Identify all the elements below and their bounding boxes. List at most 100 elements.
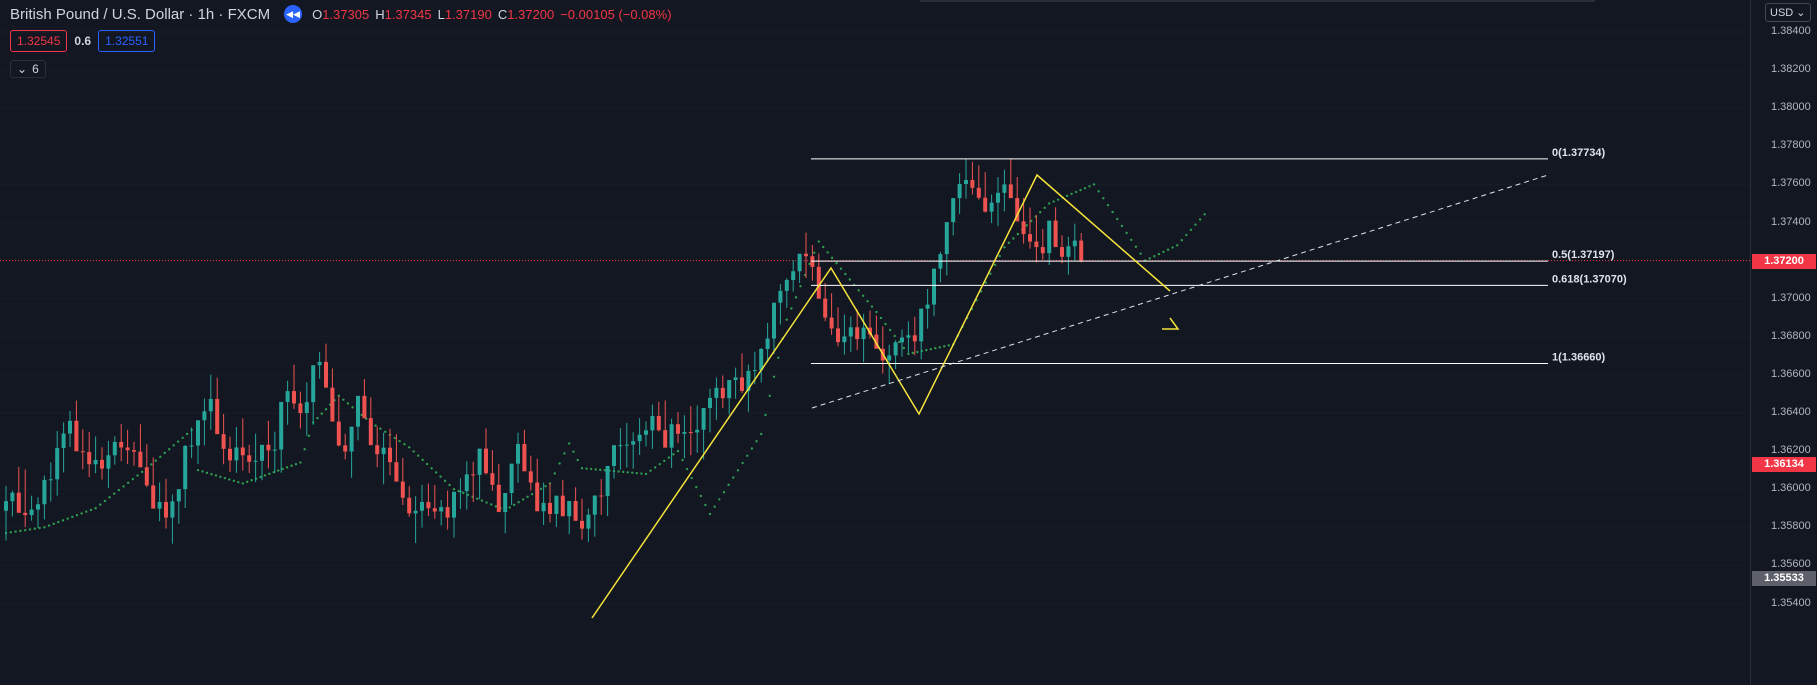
candle[interactable] <box>996 177 1000 227</box>
candle[interactable] <box>176 489 181 524</box>
candle[interactable] <box>957 173 962 214</box>
candle[interactable] <box>842 314 847 355</box>
candle[interactable] <box>836 307 840 347</box>
candle[interactable] <box>970 161 975 195</box>
candle[interactable] <box>925 288 930 329</box>
candle[interactable] <box>4 485 8 541</box>
candle[interactable] <box>330 368 335 422</box>
candle[interactable] <box>157 482 162 522</box>
candle[interactable] <box>740 353 744 393</box>
price-axis[interactable] <box>1750 0 1817 685</box>
candle[interactable] <box>509 463 514 506</box>
candle[interactable] <box>791 260 796 292</box>
candle[interactable] <box>1021 198 1026 244</box>
candle[interactable] <box>765 322 770 363</box>
candle[interactable] <box>548 483 552 523</box>
candle[interactable] <box>516 432 520 483</box>
candle[interactable] <box>816 253 821 299</box>
candle[interactable] <box>362 379 367 419</box>
candle[interactable] <box>477 448 482 500</box>
candle[interactable] <box>983 172 988 213</box>
candle[interactable] <box>324 343 328 388</box>
candle[interactable] <box>720 375 725 409</box>
candle[interactable] <box>432 485 437 519</box>
candle[interactable] <box>375 426 380 468</box>
candle[interactable] <box>208 374 213 430</box>
candle[interactable] <box>880 326 885 374</box>
candle[interactable] <box>663 400 668 448</box>
candle[interactable] <box>48 462 53 502</box>
candle[interactable] <box>119 424 124 462</box>
candle[interactable] <box>202 398 207 446</box>
candle[interactable] <box>682 415 687 459</box>
candle[interactable] <box>464 461 469 510</box>
candle[interactable] <box>125 429 130 465</box>
candle[interactable] <box>61 422 66 473</box>
candle[interactable] <box>317 351 322 379</box>
candle[interactable] <box>778 284 783 325</box>
candle[interactable] <box>189 427 194 459</box>
candle[interactable] <box>74 400 79 452</box>
candle[interactable] <box>989 194 994 224</box>
candle[interactable] <box>503 493 508 534</box>
candle[interactable] <box>23 469 28 528</box>
candle[interactable] <box>304 382 309 436</box>
candle[interactable] <box>260 444 264 481</box>
candle[interactable] <box>612 445 616 479</box>
candle[interactable] <box>829 293 834 335</box>
candle[interactable] <box>637 418 642 455</box>
candle[interactable] <box>55 430 60 496</box>
candle[interactable] <box>522 429 527 472</box>
candle[interactable] <box>272 431 277 474</box>
candle[interactable] <box>144 444 149 488</box>
candle[interactable] <box>586 508 591 542</box>
candle[interactable] <box>592 495 597 537</box>
candle[interactable] <box>656 401 661 432</box>
candle[interactable] <box>413 496 418 544</box>
candle[interactable] <box>541 482 546 526</box>
candle[interactable] <box>906 321 911 353</box>
candle[interactable] <box>490 450 495 491</box>
candle[interactable] <box>900 329 904 357</box>
candle[interactable] <box>484 428 488 475</box>
candle[interactable] <box>1079 232 1084 263</box>
candle[interactable] <box>932 268 936 317</box>
price-chart[interactable]: 0(1.37734) 0.5(1.37197) 0.618(1.37070) 1(1.… <box>0 0 1750 685</box>
candle[interactable] <box>445 490 450 530</box>
candle[interactable] <box>605 465 610 517</box>
candle[interactable] <box>567 501 572 535</box>
candle[interactable] <box>93 436 98 474</box>
candle[interactable] <box>279 401 284 473</box>
candle[interactable] <box>804 232 808 278</box>
candle[interactable] <box>1028 207 1032 249</box>
candle[interactable] <box>784 278 789 308</box>
candle[interactable] <box>951 198 956 236</box>
candle[interactable] <box>797 253 802 284</box>
candle[interactable] <box>381 432 386 485</box>
currency-selector[interactable]: USD ⌄ <box>1765 3 1811 22</box>
candle[interactable] <box>68 410 72 447</box>
candle[interactable] <box>439 499 444 526</box>
candle[interactable] <box>426 483 431 517</box>
candle[interactable] <box>458 478 463 509</box>
candle[interactable] <box>733 367 738 399</box>
candle[interactable] <box>164 478 168 529</box>
candle[interactable] <box>266 420 271 469</box>
candle[interactable] <box>138 424 143 468</box>
candle[interactable] <box>855 309 860 351</box>
candle[interactable] <box>253 433 258 483</box>
candle[interactable] <box>580 498 584 540</box>
candle[interactable] <box>772 302 776 355</box>
candle[interactable] <box>132 441 136 466</box>
candle[interactable] <box>106 440 111 488</box>
candle[interactable] <box>151 457 156 509</box>
candle[interactable] <box>676 412 680 444</box>
candle[interactable] <box>368 397 373 446</box>
candle[interactable] <box>87 432 92 478</box>
candle[interactable] <box>1015 176 1020 222</box>
candle[interactable] <box>695 405 700 453</box>
candle[interactable] <box>650 404 655 449</box>
candle[interactable] <box>183 445 188 509</box>
candle[interactable] <box>400 457 405 506</box>
candle[interactable] <box>1040 228 1045 260</box>
